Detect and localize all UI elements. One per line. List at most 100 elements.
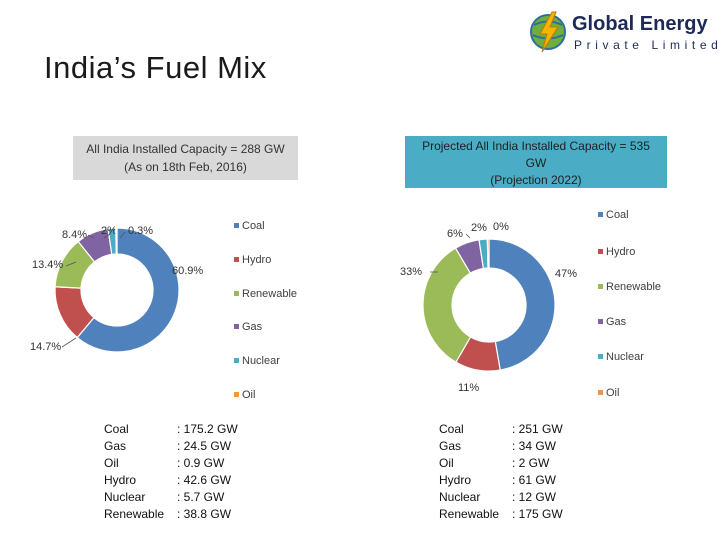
capacity-row: Coal : 251 GW xyxy=(439,421,563,438)
capacity-table-2022: Coal : 251 GW Gas : 34 GW Oil : 2 GW Hydro : 61… xyxy=(439,421,563,523)
leader-line-gas xyxy=(87,234,95,239)
leader-line-gas xyxy=(465,233,471,239)
legend-label-gas: Gas xyxy=(242,321,263,333)
data-label-nuclear: 2% xyxy=(471,222,487,234)
legend-swatch-renewable xyxy=(234,291,239,296)
capacity-fuel-name: Oil xyxy=(439,456,454,470)
capacity-value: : 175 GW xyxy=(512,507,563,521)
donut-chart-2016: 60.9% 14.7% 13.4% 8.4% 2% 0.3% Coal Hydro Renewa… xyxy=(30,220,297,401)
page-title: India’s Fuel Mix xyxy=(44,50,267,85)
capacity-row: Oil : 0.9 GW xyxy=(104,455,238,472)
capacity-fuel-name: Nuclear xyxy=(439,490,481,504)
legend-label-gas: Gas xyxy=(606,316,627,328)
legend-swatch-coal xyxy=(598,212,603,217)
capacity-fuel-name: Coal xyxy=(439,422,464,436)
legend-label-hydro: Hydro xyxy=(242,254,271,266)
data-label-coal: 47% xyxy=(555,268,577,280)
chart-1-title-box: All India Installed Capacity = 288 GW (A… xyxy=(73,136,298,180)
logo-text-secondary: Private Limited xyxy=(574,38,720,52)
company-logo: Global Energy Private Limited xyxy=(528,10,718,58)
leader-line-oil xyxy=(119,231,126,239)
capacity-value: : 175.2 GW xyxy=(177,422,238,436)
capacity-value: : 42.6 GW xyxy=(177,473,232,487)
legend-label-oil: Oil xyxy=(242,389,255,401)
slice-coal xyxy=(488,238,556,371)
capacity-row: Coal : 175.2 GW xyxy=(104,421,238,438)
capacity-fuel-name: Nuclear xyxy=(104,490,146,504)
data-label-renewable: 33% xyxy=(400,266,422,278)
capacity-fuel-name: Renewable xyxy=(439,507,500,521)
legend-label-coal: Coal xyxy=(606,209,629,221)
capacity-value: : 0.9 GW xyxy=(177,456,225,470)
donut-chart-2022: 47% 11% 33% 6% 2% 0% Coal Hydro Renewable Gas Nucl… xyxy=(400,209,661,399)
chart-1-title-line: (As on 18th Feb, 2016) xyxy=(124,160,247,174)
legend-label-renewable: Renewable xyxy=(242,288,297,300)
capacity-fuel-name: Oil xyxy=(104,456,119,470)
capacity-value: : 61 GW xyxy=(512,473,557,487)
capacity-row: Nuclear : 5.7 GW xyxy=(104,489,238,506)
chart-2-title-line: Projected All India Installed Capacity =… xyxy=(422,139,650,153)
capacity-row: Oil : 2 GW xyxy=(439,455,563,472)
capacity-value: : 2 GW xyxy=(512,456,550,470)
capacity-fuel-name: Hydro xyxy=(104,473,137,487)
legend-label-nuclear: Nuclear xyxy=(606,351,644,363)
capacity-value: : 5.7 GW xyxy=(177,490,225,504)
capacity-row: Renewable : 38.8 GW xyxy=(104,506,238,523)
chart-2-title-line: GW xyxy=(525,156,547,170)
capacity-fuel-name: Hydro xyxy=(439,473,472,487)
legend-label-nuclear: Nuclear xyxy=(242,355,280,367)
capacity-table-2016: Coal : 175.2 GW Gas : 24.5 GW Oil : 0.9 GW Hyd… xyxy=(104,421,238,523)
chart-1-title-line: All India Installed Capacity = 288 GW xyxy=(86,142,285,156)
data-label-hydro: 14.7% xyxy=(30,341,61,353)
leader-line-renewable xyxy=(65,261,77,267)
slice-oil xyxy=(115,227,118,255)
capacity-row: Hydro : 61 GW xyxy=(439,472,563,489)
legend-swatch-coal xyxy=(234,223,239,228)
capacity-fuel-name: Coal xyxy=(104,422,129,436)
lightning-globe-icon xyxy=(530,11,566,53)
data-label-renewable: 13.4% xyxy=(32,259,63,271)
capacity-value: : 38.8 GW xyxy=(177,507,232,521)
data-label-nuclear: 2% xyxy=(101,225,117,237)
legend-label-renewable: Renewable xyxy=(606,281,661,293)
leader-line-nuclear xyxy=(103,233,111,239)
legend-swatch-nuclear xyxy=(234,358,239,363)
capacity-row: Hydro : 42.6 GW xyxy=(104,472,238,489)
logo-text-primary: Global Energy xyxy=(572,13,708,35)
capacity-value: : 12 GW xyxy=(512,490,557,504)
chart-2-title-box: Projected All India Installed Capacity =… xyxy=(405,136,667,188)
capacity-value: : 34 GW xyxy=(512,439,557,453)
slice-renewable xyxy=(422,247,472,363)
legend-swatch-hydro xyxy=(598,249,603,254)
capacity-value: : 251 GW xyxy=(512,422,563,436)
legend-swatch-renewable xyxy=(598,284,603,289)
legend-label-oil: Oil xyxy=(606,387,619,399)
legend-label-hydro: Hydro xyxy=(606,246,635,258)
data-label-gas: 6% xyxy=(447,228,463,240)
legend-swatch-oil xyxy=(598,390,603,395)
capacity-row: Nuclear : 12 GW xyxy=(439,489,563,506)
leader-line-hydro xyxy=(61,337,77,348)
legend-swatch-oil xyxy=(234,392,239,397)
capacity-row: Renewable : 175 GW xyxy=(439,506,563,523)
data-label-gas: 8.4% xyxy=(62,229,87,241)
capacity-value: : 24.5 GW xyxy=(177,439,232,453)
data-label-coal: 60.9% xyxy=(172,265,203,277)
capacity-fuel-name: Gas xyxy=(439,439,462,453)
data-label-hydro: 11% xyxy=(458,382,479,394)
data-label-oil: 0% xyxy=(493,221,509,233)
capacity-fuel-name: Renewable xyxy=(104,507,165,521)
data-label-oil: 0.3% xyxy=(128,225,153,237)
legend-swatch-hydro xyxy=(234,257,239,262)
slice-coal xyxy=(76,227,180,353)
legend-swatch-gas xyxy=(598,319,603,324)
capacity-row: Gas : 24.5 GW xyxy=(104,438,238,455)
legend-swatch-gas xyxy=(234,324,239,329)
slice-oil xyxy=(486,238,490,269)
legend-swatch-nuclear xyxy=(598,354,603,359)
chart-2-title-line: (Projection 2022) xyxy=(490,173,582,187)
capacity-row: Gas : 34 GW xyxy=(439,438,563,455)
capacity-fuel-name: Gas xyxy=(104,439,127,453)
legend-label-coal: Coal xyxy=(242,220,265,232)
